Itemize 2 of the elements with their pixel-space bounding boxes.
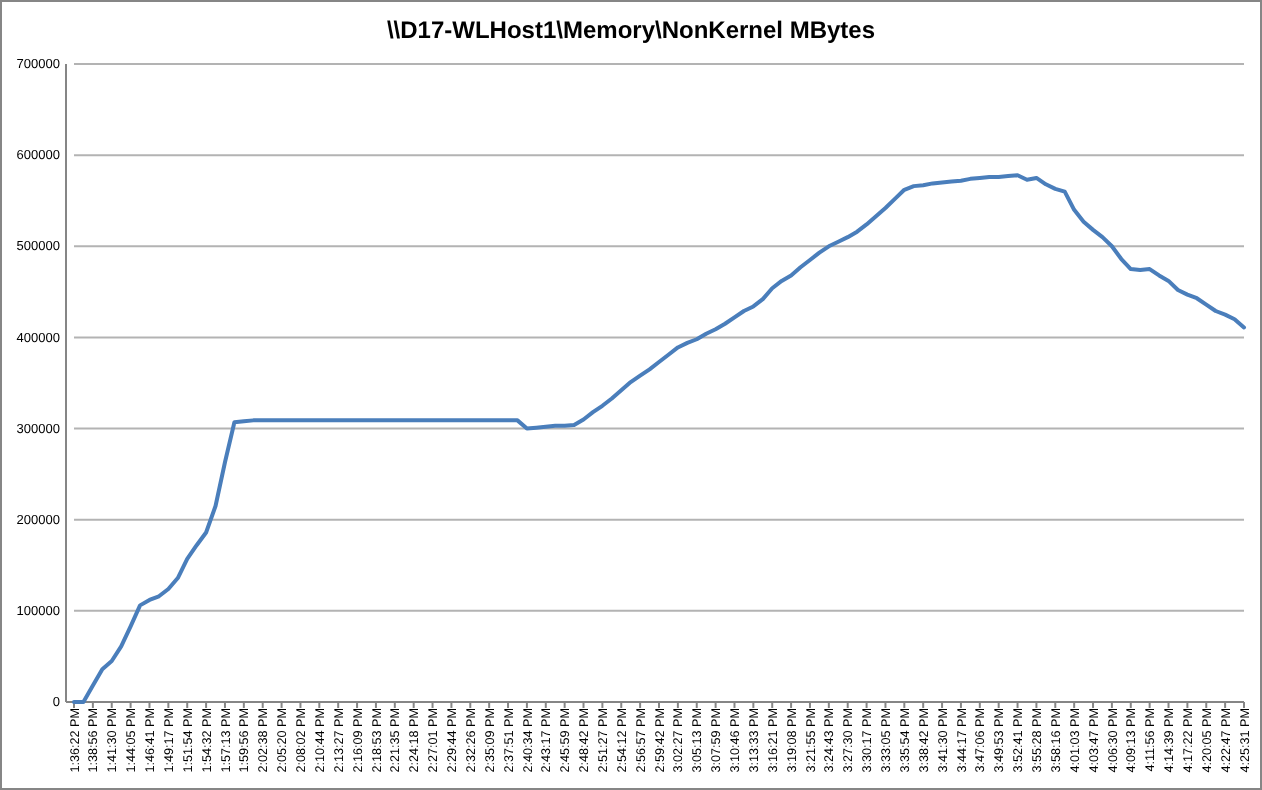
- chart-title: \\D17-WLHost1\Memory\NonKernel MBytes: [386, 16, 876, 44]
- line-series: [72, 173, 1246, 704]
